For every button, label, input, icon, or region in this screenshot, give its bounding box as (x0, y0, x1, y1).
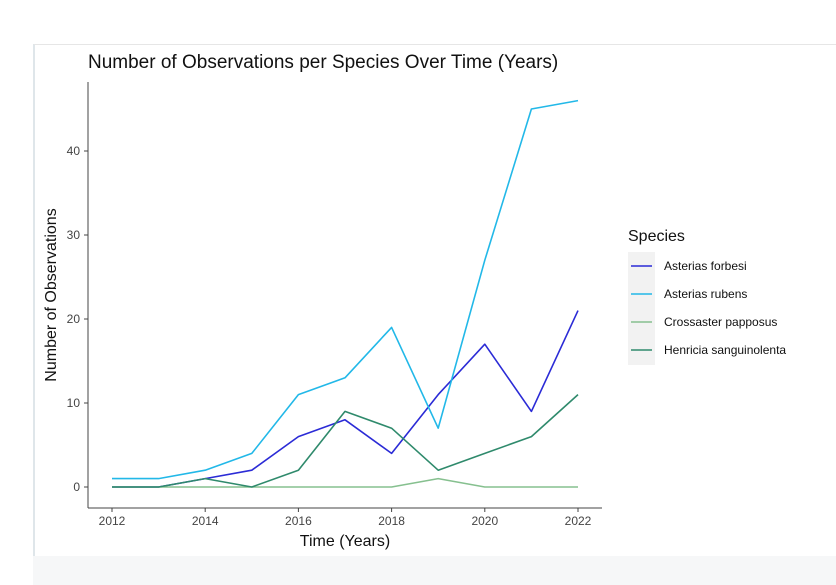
bottom-bar (33, 556, 836, 585)
x-tick-label: 2014 (192, 514, 219, 528)
legend-label-asterias-forbesi: Asterias forbesi (664, 259, 747, 273)
x-tick-label: 2012 (99, 514, 126, 528)
legend-label-henricia-sanguinolenta: Henricia sanguinolenta (664, 343, 786, 357)
y-axis-label: Number of Observations (43, 208, 60, 381)
series-line-henricia-sanguinolenta (112, 394, 579, 488)
chart-title: Number of Observations per Species Over … (88, 52, 558, 73)
series-line-asterias-forbesi (112, 310, 579, 488)
x-axis-label: Time (Years) (300, 533, 390, 550)
y-tick-label: 0 (73, 480, 80, 494)
y-tick-label: 30 (67, 228, 81, 242)
legend-key-background (628, 252, 655, 365)
legend-title: Species (628, 228, 685, 245)
x-tick-label: 2022 (565, 514, 592, 528)
y-tick-label: 40 (67, 144, 81, 158)
x-tick-label: 2016 (285, 514, 312, 528)
series-line-crossaster-papposus (112, 477, 578, 488)
chart-card (33, 44, 836, 557)
x-tick-label: 2020 (471, 514, 498, 528)
x-tick-label: 2018 (378, 514, 405, 528)
legend-label-crossaster-papposus: Crossaster papposus (664, 315, 777, 329)
y-tick-label: 20 (67, 312, 81, 326)
legend-label-asterias-rubens: Asterias rubens (664, 287, 747, 301)
y-tick-label: 10 (67, 396, 81, 410)
series-line-asterias-rubens (112, 99, 579, 480)
